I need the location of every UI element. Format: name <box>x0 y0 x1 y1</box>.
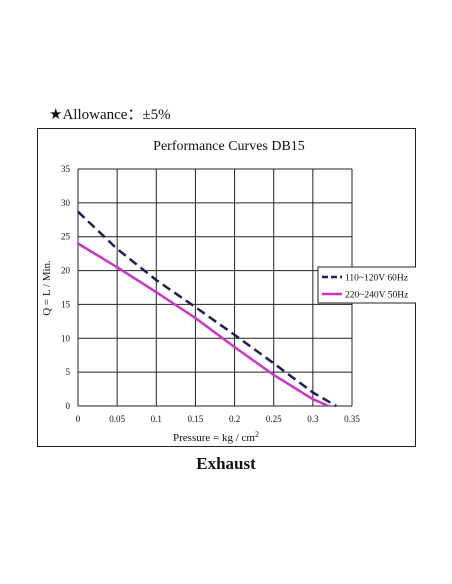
y-tick-label: 25 <box>61 232 71 242</box>
series-line-2 <box>77 242 329 408</box>
series-lines <box>77 210 337 408</box>
allowance-text: Allowance：±5% <box>62 107 171 123</box>
y-tick-label: 10 <box>61 333 71 343</box>
y-axis-label: Q = L / Min. <box>41 260 53 316</box>
chart-grid <box>77 168 353 407</box>
series-line-1 <box>77 210 337 408</box>
chart-title: Performance Curves DB15 <box>153 139 305 154</box>
performance-chart: Performance Curves DB15 0 0.05 0.1 0.15 0.2 0… <box>41 139 416 444</box>
x-tick-label: 0.25 <box>266 414 282 424</box>
y-tick-label: 20 <box>61 266 71 276</box>
star-icon: ★ <box>49 107 63 123</box>
x-tick-label: 0.05 <box>109 414 125 424</box>
y-tick-label: 5 <box>66 367 71 377</box>
x-tick-label: 0.1 <box>151 414 162 424</box>
legend-box <box>317 266 416 304</box>
x-tick-label: 0.35 <box>344 414 360 424</box>
x-tick-label: 0.2 <box>229 414 240 424</box>
chart-legend: 110~120V 60Hz 220~240V 50Hz <box>317 266 416 304</box>
y-tick-label: 0 <box>66 401 71 411</box>
y-tick-label: 30 <box>61 198 71 208</box>
x-tick-labels: 0 0.05 0.1 0.15 0.2 0.25 0.3 0.35 <box>76 414 361 424</box>
x-tick-label: 0.3 <box>307 414 319 424</box>
x-tick-label: 0.15 <box>188 414 204 424</box>
x-tick-label: 0 <box>76 414 81 424</box>
legend-label-1: 110~120V 60Hz <box>345 274 408 284</box>
legend-label-2: 220~240V 50Hz <box>345 291 408 301</box>
allowance-note: ★Allowance：±5% <box>49 103 171 124</box>
y-tick-label: 15 <box>61 299 71 309</box>
y-tick-label: 35 <box>61 164 71 174</box>
x-axis-label-superscript: 2 <box>255 430 259 439</box>
x-axis-label-text: Pressure = kg / cm <box>173 432 255 444</box>
exhaust-title: Exhaust <box>196 454 256 473</box>
y-tick-labels: 0 5 10 15 20 25 30 35 <box>61 164 71 411</box>
x-axis-label: Pressure = kg / cm2 <box>173 430 259 444</box>
